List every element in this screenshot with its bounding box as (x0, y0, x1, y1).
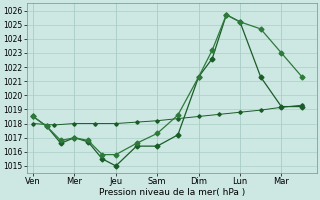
X-axis label: Pression niveau de la mer( hPa ): Pression niveau de la mer( hPa ) (99, 188, 245, 197)
